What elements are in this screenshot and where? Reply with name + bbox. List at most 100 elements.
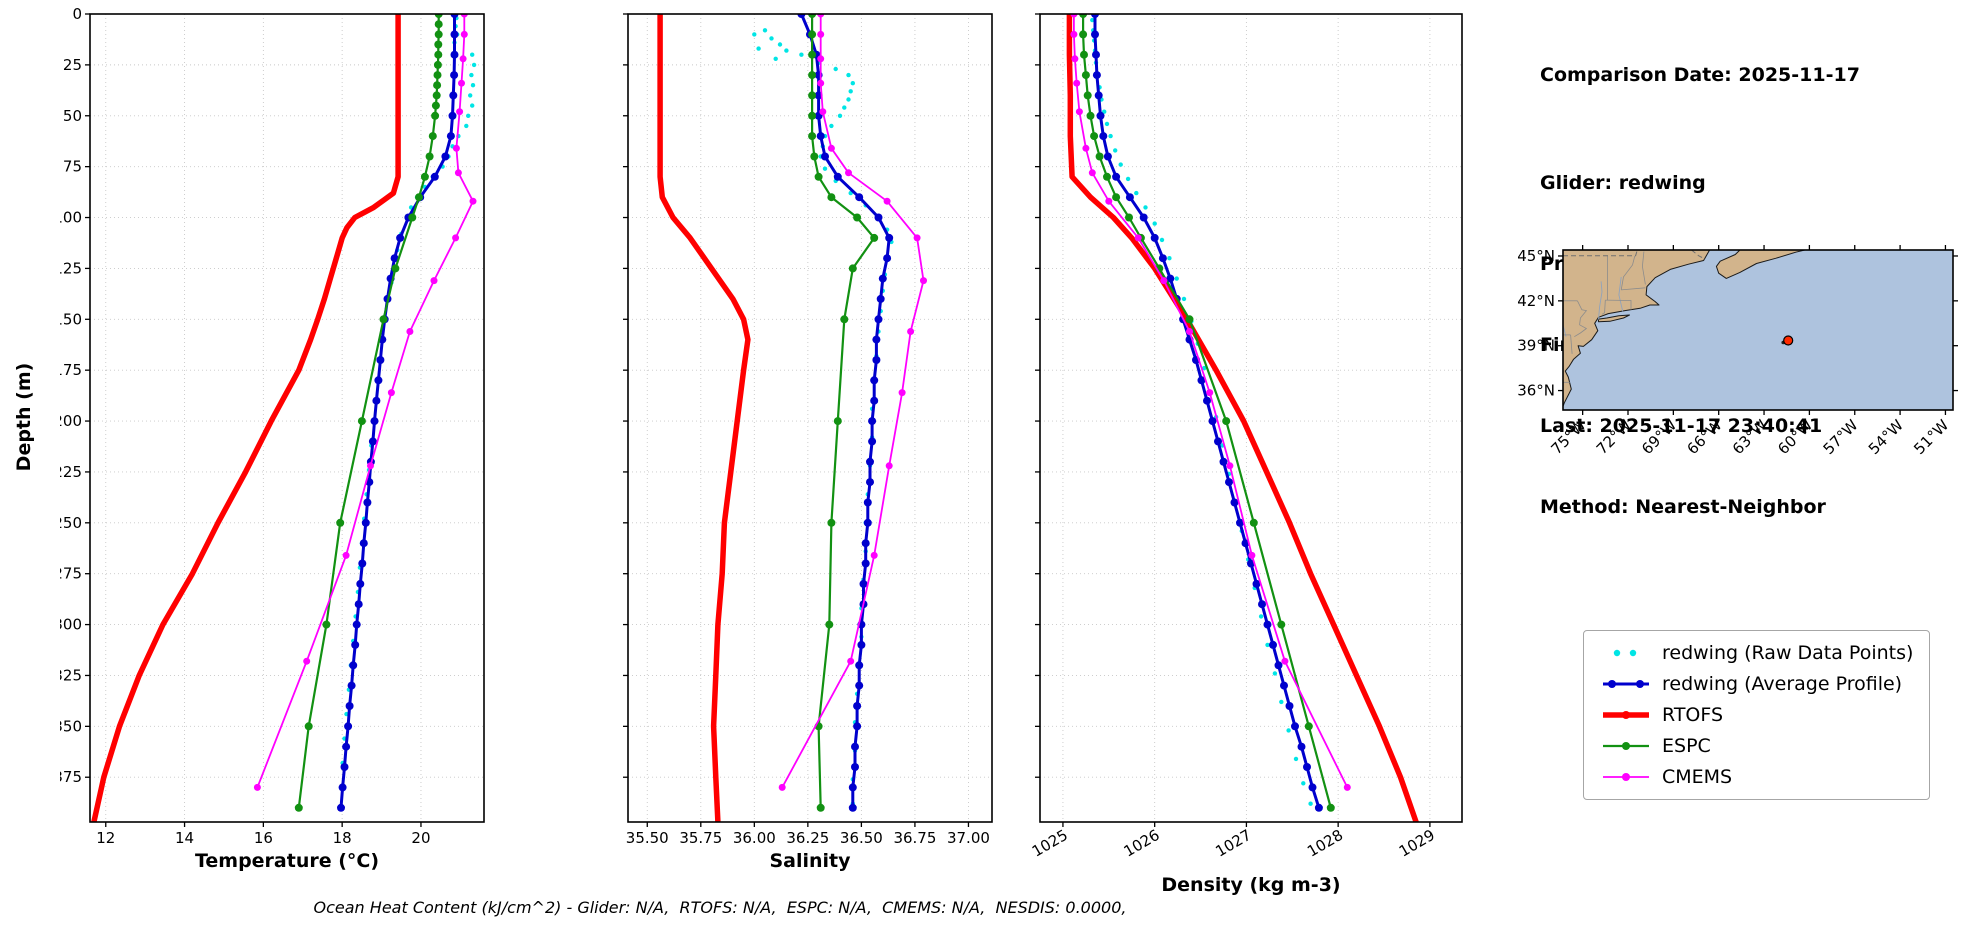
series-cmems-marker (778, 783, 786, 791)
series-cmems-marker (817, 30, 825, 38)
raw-point (1202, 365, 1207, 371)
series-redwing-average-profile-marker (851, 742, 859, 751)
series-redwing-average-profile-marker (354, 600, 363, 609)
series-espc-marker (840, 315, 849, 324)
raw-point (470, 52, 475, 57)
lat-label: 45°N (1517, 247, 1555, 265)
temperature-chart: 1214161820025507510012515017520022525027… (60, 5, 485, 847)
raw-point (1258, 614, 1264, 619)
series-redwing-average-profile-marker (1197, 376, 1206, 385)
series-espc-marker (1095, 152, 1104, 161)
series-redwing-average-profile-marker (356, 579, 365, 588)
raw-point (773, 56, 778, 61)
series-redwing-average-profile-marker (448, 111, 457, 120)
raw-point (469, 72, 474, 78)
lon-label: 60°W (1774, 416, 1816, 458)
series-espc-marker (1080, 50, 1088, 59)
series-redwing-average-profile (337, 14, 459, 812)
series-redwing-average-profile-marker (874, 315, 883, 324)
series-redwing-average-profile-marker (866, 478, 874, 487)
series-cmems-marker (817, 79, 825, 87)
legend-sample (1603, 742, 1649, 750)
y-tick-label: 150 (60, 310, 82, 328)
series-redwing-average-profile-marker (859, 579, 868, 588)
series-espc-marker (808, 50, 817, 59)
raw-point (1293, 756, 1299, 762)
series-cmems-marker (460, 30, 468, 38)
series-group (91, 14, 477, 822)
raw-point (1125, 176, 1131, 182)
series-redwing-average-profile-marker (441, 152, 450, 161)
series-cmems-marker (819, 108, 827, 116)
legend-label: ESPC (1662, 735, 1711, 757)
series-espc-marker (1086, 111, 1095, 120)
series-redwing-average-profile-line (339, 14, 456, 810)
raw-point (762, 28, 768, 33)
series-espc-marker (434, 30, 443, 39)
series-redwing-average-profile-marker (376, 356, 385, 364)
series-espc-marker (357, 417, 366, 426)
raw-point (470, 83, 476, 88)
series-redwing-average-profile-marker (1280, 681, 1288, 690)
y-tick-label: 200 (60, 412, 82, 430)
series-redwing-average-profile-marker (1103, 152, 1112, 161)
series-cmems-marker (1160, 277, 1168, 285)
series-espc-marker (433, 60, 442, 69)
series-espc (1079, 14, 1335, 812)
series-redwing-average-profile-marker (1096, 111, 1105, 120)
series-redwing-average-profile-marker (347, 681, 356, 690)
y-tick-label: 0 (72, 5, 82, 23)
series-cmems-marker (827, 144, 835, 152)
lat-label: 42°N (1517, 292, 1555, 310)
series-redwing-average-profile-marker (853, 722, 862, 731)
series-espc-marker (1083, 91, 1092, 100)
legend-sample (1603, 773, 1649, 781)
series-cmems-marker (898, 389, 906, 397)
y-tick-label: 250 (60, 514, 82, 532)
legend: redwing (Raw Data Points) redwing (Averag… (1583, 630, 1931, 800)
plot-frame (1039, 13, 1463, 823)
series-redwing-average-profile-marker (851, 763, 859, 771)
series-cmems-marker (303, 657, 311, 665)
lat-label: 36°N (1517, 382, 1555, 400)
y-tick-label: 50 (63, 107, 82, 125)
series-cmems-marker (460, 14, 468, 18)
series-espc-marker (816, 803, 825, 812)
state-border (1621, 287, 1646, 291)
series-espc-marker (1112, 193, 1121, 202)
series-cmems-marker (387, 389, 395, 397)
series-espc-marker (1103, 172, 1111, 181)
raw-point (833, 66, 838, 72)
legend-sample (1603, 711, 1649, 719)
series-redwing-average-profile-marker (876, 294, 885, 303)
series-espc-marker (1185, 315, 1194, 324)
series-cmems-marker (1071, 55, 1079, 63)
series-espc-marker (1125, 213, 1133, 222)
series-group (1066, 14, 1419, 822)
raw-point (1174, 276, 1179, 281)
legend-label: CMEMS (1662, 766, 1733, 788)
legend-label: RTOFS (1662, 704, 1724, 726)
series-redwing-average-profile-marker (1208, 417, 1217, 426)
legend-sample (1613, 649, 1637, 657)
series-espc-marker (808, 30, 817, 39)
series-redwing-average-profile-marker (848, 803, 857, 812)
axes: 1025 1026 1027 1028 1029 (1029, 13, 1462, 861)
raw-point (829, 123, 834, 129)
lat-label: 39°N (1517, 337, 1555, 355)
series-espc-marker (391, 264, 400, 273)
series-redwing-average-profile-marker (450, 30, 459, 39)
series-cmems-marker (367, 462, 374, 470)
series-cmems-line (1073, 14, 1349, 789)
series-redwing-average-profile-marker (1150, 233, 1159, 242)
series-redwing-average-profile-marker (1203, 396, 1211, 405)
series-espc-marker (428, 132, 437, 141)
axes: 35.50 35.75 36.00 36.25 36.50 36.75 37.00 (623, 13, 992, 847)
x-tick-label: 35.75 (679, 829, 722, 847)
series-espc-marker (1079, 14, 1088, 18)
density-chart: 1025 1026 1027 1028 1029 (1029, 13, 1463, 861)
raw-point (1152, 221, 1157, 226)
raw-point (846, 97, 851, 102)
salinity-axis-title: Salinity (769, 850, 851, 872)
x-tick-label: 1025 (1029, 826, 1071, 861)
